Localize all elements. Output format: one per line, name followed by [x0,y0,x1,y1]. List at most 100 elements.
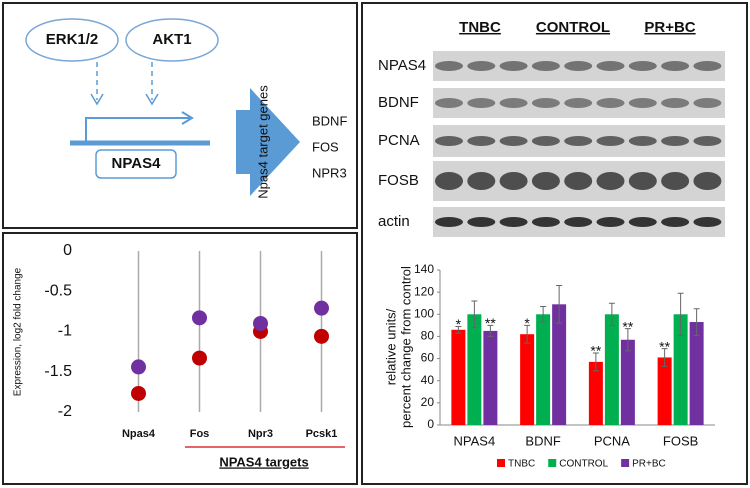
bar [689,322,704,425]
legend-swatch [621,459,630,467]
blot-band [693,98,722,108]
y-axis-label: Expression, log2 fold change [13,267,24,396]
arrowhead [181,111,194,125]
blot-band [661,98,690,108]
y-tick-label: 140 [414,262,434,276]
y-tick-label: -1.5 [44,363,72,380]
significance-label: * [524,315,530,331]
blot-band [628,217,657,227]
bar [536,314,551,425]
group-label: CONTROL [536,19,610,36]
row-label: NPAS4 [378,57,426,74]
panel-b [2,232,358,485]
error-bar [661,348,668,367]
error-bar [556,285,563,324]
arrowhead [145,93,159,106]
panel-a [2,2,358,229]
error-bar [487,324,494,337]
blot-band [531,61,560,71]
blot-band [564,61,593,71]
target-gene: FOS [312,139,339,154]
significance-label: ** [590,343,601,359]
target-gene: NPR3 [312,165,347,180]
y-tick-label: 100 [414,306,434,320]
y-axis-label: percent change from control [398,266,413,428]
bar-chart: relative units/percent change from contr… [383,262,715,470]
legend-label: PR+BC [632,459,666,470]
blot-band [693,136,722,146]
blot-band [661,172,690,190]
y-tick-label: -2 [58,403,72,420]
y-tick-label: -0.5 [44,282,72,299]
y-tick-label: 120 [414,284,434,298]
bar [620,339,635,425]
legend-swatch [548,459,557,467]
blot-band [661,217,690,227]
x-tick-label: FOSB [663,433,698,448]
row-label: FOSB [378,172,419,189]
bar [451,329,466,425]
blot-band [467,217,496,227]
blot-band [531,172,560,190]
targets-label: Npas4 target genes [255,85,270,199]
transcription-arrow [85,117,190,142]
blot-band [628,98,657,108]
arrowhead [90,93,104,106]
kinase-label: ERK1/2 [46,31,99,48]
row-label: actin [378,213,410,230]
blot-band [467,98,496,108]
bar [520,334,535,425]
bar [604,314,619,425]
blot-band [499,61,528,71]
group-label: PR+BC [644,19,695,36]
y-tick-label: 0 [427,417,434,431]
error-bar [608,302,615,326]
x-tick-label: Pcsk1 [306,428,338,440]
blot-band [628,61,657,71]
dot [192,350,207,366]
blot-band [499,136,528,146]
blot-band [661,136,690,146]
blot-band [596,61,625,71]
legend-label: TNBC [508,459,535,470]
blot-band [435,172,463,190]
group-label: TNBC [459,19,501,36]
panel-c [361,2,748,485]
blot-band [693,61,722,71]
error-bar [693,308,700,336]
blot-band [596,136,625,146]
dot [131,385,146,401]
dot-plot: Expression, log2 fold change 0 -0.5 -1 -1.5 -… [13,242,345,469]
y-tick-label: 0 [63,242,72,259]
kinase-label: AKT1 [152,31,191,48]
blot-band [628,136,657,146]
error-bar [592,352,599,372]
x-tick-label: PCNA [594,433,630,448]
blot-band [467,136,496,146]
blot-band [693,172,722,190]
blot-band [531,217,560,227]
significance-label: * [456,316,462,332]
blot-band [564,217,593,227]
y-axis-label: relative units/ [383,308,398,385]
gene-label: NPAS4 [112,155,162,172]
error-bar [455,325,462,334]
y-tick-label: 60 [421,351,435,365]
gene-box [95,149,177,179]
bar [552,304,567,425]
dot [131,359,146,375]
x-tick-label: NPAS4 [454,433,496,448]
x-tick-label: BDNF [525,433,560,448]
bar [483,330,498,425]
bar [673,314,688,425]
blot-band [693,217,722,227]
y-tick-label: -1 [58,323,72,340]
row-label: BDNF [378,94,419,111]
blot-band [467,172,496,190]
error-bar [624,328,631,352]
error-bar [471,300,478,329]
blot-band [499,217,528,227]
targets-label: NPAS4 targets [219,454,308,469]
significance-label: ** [622,318,633,334]
row-label: PCNA [378,132,420,149]
